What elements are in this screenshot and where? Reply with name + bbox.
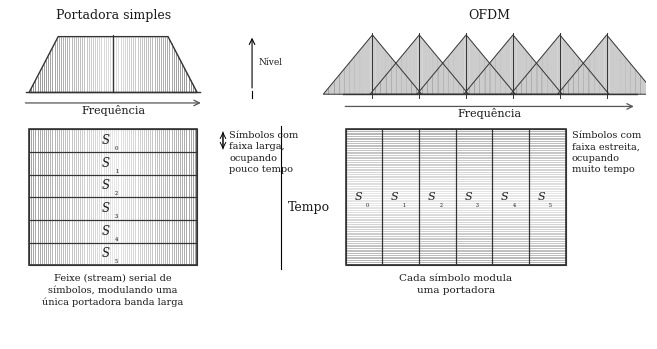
Text: Símbolos com
faixa estreita,
ocupando
muito tempo: Símbolos com faixa estreita, ocupando mu… <box>572 131 641 174</box>
Text: Símbolos com
faixa larga,
ocupando
pouco tempo: Símbolos com faixa larga, ocupando pouco… <box>229 131 299 174</box>
Text: OFDM: OFDM <box>468 9 510 22</box>
Text: ₁: ₁ <box>115 167 118 174</box>
Polygon shape <box>370 35 468 94</box>
Text: S: S <box>102 247 110 260</box>
Bar <box>29 197 197 220</box>
Text: ₅: ₅ <box>115 258 118 265</box>
Bar <box>492 129 529 265</box>
Text: ₀: ₀ <box>115 144 118 152</box>
Text: ₂: ₂ <box>440 201 442 209</box>
Text: ₃: ₃ <box>115 212 118 220</box>
Text: ₀: ₀ <box>366 201 369 209</box>
Bar <box>456 129 492 265</box>
Text: Nível: Nível <box>258 58 283 67</box>
Text: ₃: ₃ <box>476 201 479 209</box>
Text: S: S <box>501 192 509 202</box>
Polygon shape <box>464 35 562 94</box>
Text: Tempo: Tempo <box>288 201 330 214</box>
Bar <box>346 129 566 265</box>
Text: ₅: ₅ <box>549 201 552 209</box>
Bar <box>29 220 197 243</box>
Text: Feixe (stream) serial de
símbolos, modulando uma
única portadora banda larga: Feixe (stream) serial de símbolos, modul… <box>43 274 184 307</box>
Text: ₂: ₂ <box>115 189 118 197</box>
Bar <box>529 129 566 265</box>
Polygon shape <box>558 35 656 94</box>
Text: ₄: ₄ <box>115 235 118 243</box>
Bar <box>29 243 197 265</box>
Text: S: S <box>102 157 110 170</box>
Text: S: S <box>102 225 110 238</box>
Bar <box>29 152 197 174</box>
Text: S: S <box>537 192 545 202</box>
Bar <box>419 129 456 265</box>
Polygon shape <box>323 35 422 94</box>
Text: S: S <box>355 192 362 202</box>
Text: S: S <box>102 179 110 192</box>
Polygon shape <box>510 35 609 94</box>
Text: ₄: ₄ <box>512 201 516 209</box>
Bar <box>29 129 197 152</box>
Text: Cada símbolo modula
uma portadora: Cada símbolo modula uma portadora <box>399 274 512 295</box>
Text: ₁: ₁ <box>403 201 405 209</box>
Bar <box>346 129 382 265</box>
Polygon shape <box>417 35 515 94</box>
Text: S: S <box>464 192 472 202</box>
Bar <box>382 129 419 265</box>
Text: Portadora simples: Portadora simples <box>56 9 171 22</box>
Bar <box>29 174 197 197</box>
Text: Frequência: Frequência <box>457 108 522 119</box>
Text: S: S <box>102 134 110 147</box>
Text: S: S <box>428 192 436 202</box>
Text: Frequência: Frequência <box>81 105 145 116</box>
Text: S: S <box>391 192 399 202</box>
Bar <box>29 129 197 265</box>
Text: S: S <box>102 202 110 215</box>
